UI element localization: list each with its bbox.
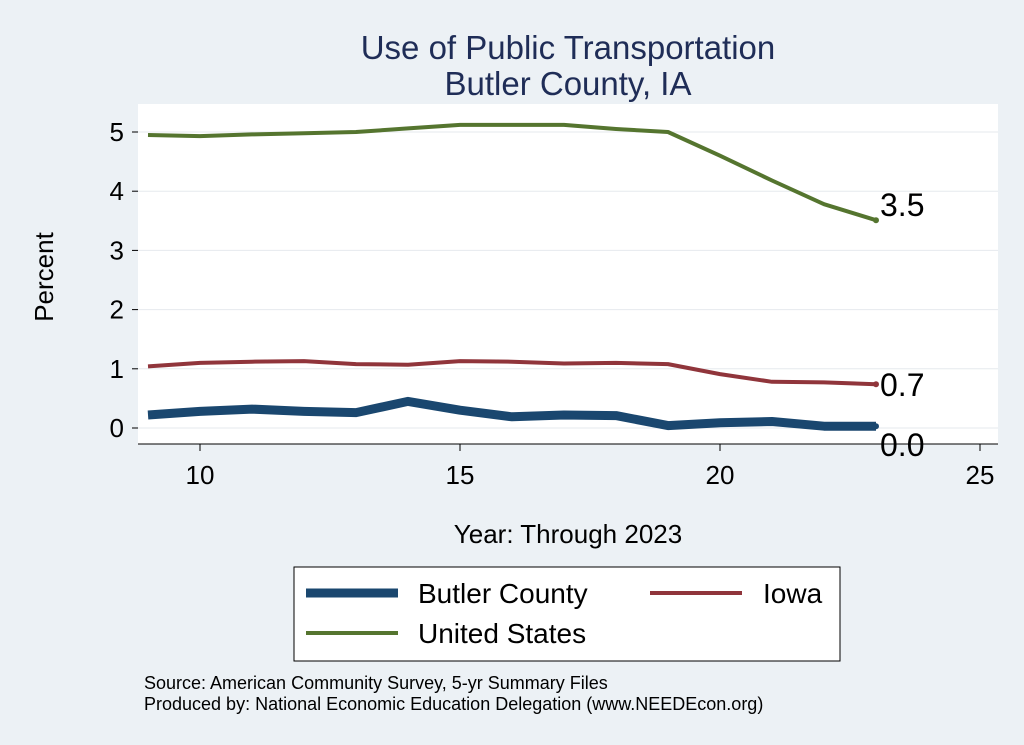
producer-note: Produced by: National Economic Education… [144,694,763,714]
y-tick-label-5: 5 [110,117,124,147]
series-end-point-butler-county [873,423,879,430]
legend-label-united-states: United States [418,618,586,649]
y-tick-label-0: 0 [110,413,124,443]
plot-area [138,104,998,444]
end-labels: 0.0 0.7 3.5 [880,187,924,463]
y-tick-label-3: 3 [110,235,124,265]
x-tick-label-20: 20 [706,460,735,490]
chart-title: Use of Public Transportation [361,29,776,66]
end-label-butler-county: 0.0 [880,427,924,463]
chart-subtitle: Butler County, IA [444,65,691,102]
x-axis: 10 15 20 25 [138,443,998,490]
legend-label-iowa: Iowa [763,578,823,609]
end-label-united-states: 3.5 [880,187,924,223]
series-line-iowa [147,359,877,387]
series-end-point-iowa [873,381,879,388]
series-line-butler-county [147,396,876,431]
x-tick-label-15: 15 [446,460,475,490]
y-axis-label: Percent [29,231,59,321]
y-axis: 0 1 2 3 4 5 [110,117,138,443]
legend: Butler County Iowa United States [293,566,841,662]
y-tick-label-4: 4 [110,176,124,206]
legend-label-butler-county: Butler County [418,578,588,609]
legend-box [293,566,841,662]
source-note: Source: American Community Survey, 5-yr … [144,673,608,693]
x-tick-label-25: 25 [966,460,995,490]
x-tick-label-10: 10 [186,460,215,490]
series-lines [147,122,879,431]
y-tick-label-2: 2 [110,295,124,325]
y-tick-label-1: 1 [110,354,124,384]
x-axis-label: Year: Through 2023 [454,519,682,549]
series-end-point-united-states [873,217,879,224]
series-line-united-states [147,122,877,223]
end-label-iowa: 0.7 [880,367,924,403]
